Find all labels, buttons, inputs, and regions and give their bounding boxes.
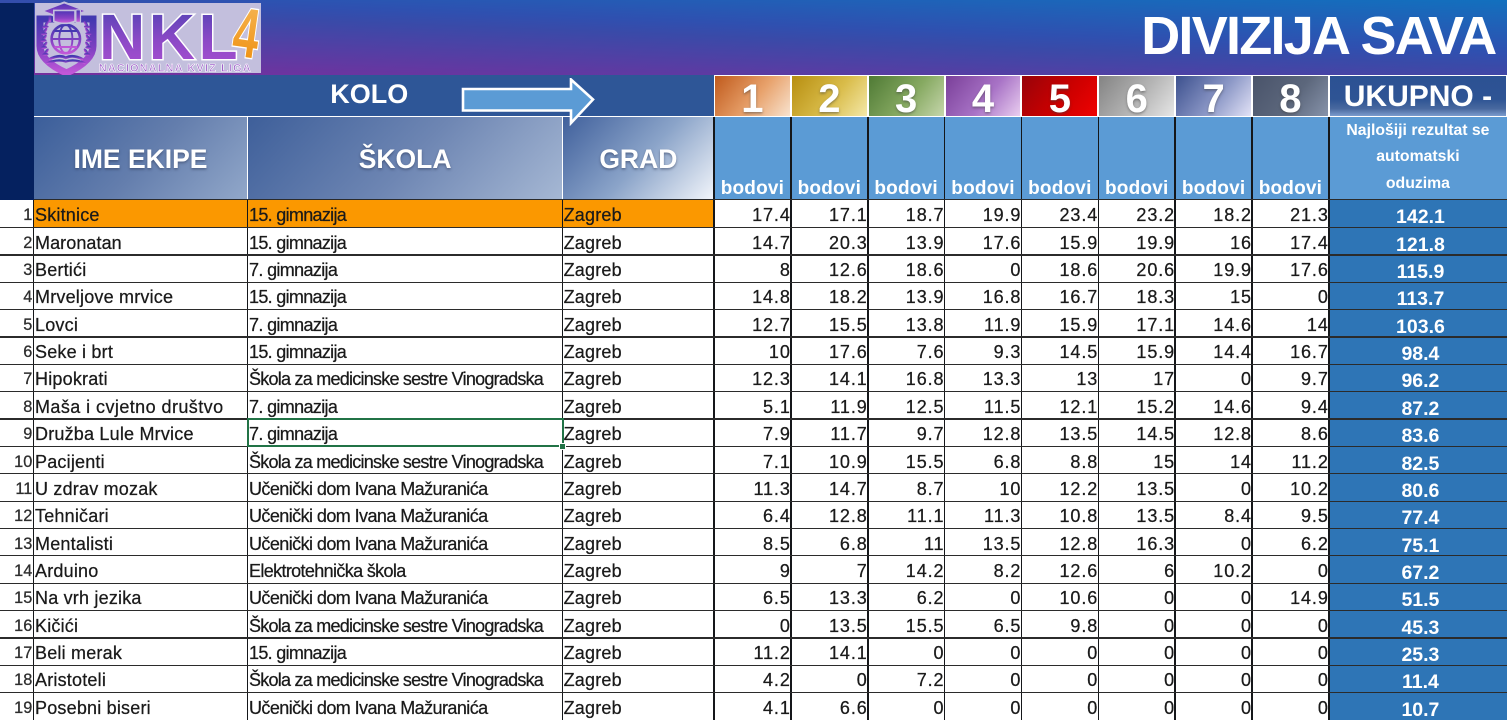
svg-text:NKL: NKL — [99, 1, 241, 73]
svg-text:NACIONALNA KVIZ LIGA: NACIONALNA KVIZ LIGA — [99, 63, 252, 75]
